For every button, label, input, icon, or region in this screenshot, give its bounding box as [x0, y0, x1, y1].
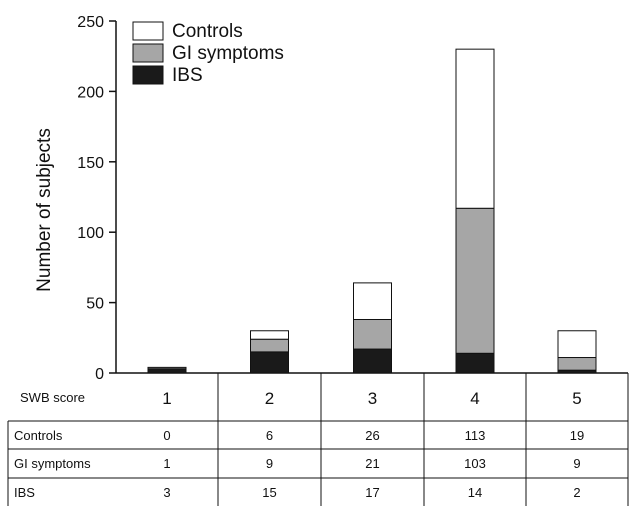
legend-label: IBS [172, 65, 203, 86]
table-row-label: IBS [14, 485, 35, 500]
bar-segment-controls [557, 330, 597, 359]
bar-segment-ibs [353, 348, 392, 374]
y-axis: 0 50 100 150 200 250 [77, 14, 628, 383]
legend-swatch [132, 21, 164, 41]
y-axis-title: Number of subjects [34, 128, 55, 292]
bar-segment-ibs [250, 351, 289, 374]
table-cell: 17 [365, 485, 379, 500]
table-cell: 113 [465, 428, 486, 443]
y-tick-label: 50 [86, 296, 104, 313]
legend-label: GI symptoms [172, 43, 284, 64]
x-tick-label: 5 [572, 389, 581, 408]
bar-segment-gi-symptoms [455, 207, 495, 354]
y-tick-label: 0 [95, 366, 104, 383]
table-cell: 1 [163, 456, 170, 471]
bar-segment-gi-symptoms [353, 318, 392, 350]
legend-swatch [132, 65, 164, 85]
legend-label: Controls [172, 21, 243, 42]
y-tick-label: 200 [77, 84, 104, 101]
x-tick-label: 4 [470, 389, 479, 408]
score-header-label: SWB score [20, 390, 85, 405]
bar-segment-ibs [147, 368, 187, 374]
y-tick-label: 100 [77, 225, 104, 242]
bars [147, 48, 597, 374]
table-cell: 103 [464, 456, 486, 471]
bar-segment-ibs [455, 352, 495, 374]
table-row-label: Controls [14, 428, 63, 443]
table-cell: 19 [570, 428, 584, 443]
table-cell: 0 [163, 428, 170, 443]
table-cell: 14 [468, 485, 482, 500]
table-cell: 21 [365, 456, 379, 471]
x-tick-label: 1 [162, 389, 171, 408]
bar-segment-gi-symptoms [147, 366, 187, 370]
bar-segment-controls [250, 330, 289, 340]
table-cell: 15 [262, 485, 276, 500]
legend-swatch [132, 43, 164, 63]
bar-segment-gi-symptoms [250, 338, 289, 353]
bar-segment-controls [353, 282, 392, 320]
table-cell: 9 [573, 456, 580, 471]
table-cell: 3 [163, 485, 170, 500]
y-tick-label: 250 [77, 14, 104, 31]
table-row-label: GI symptoms [14, 456, 91, 471]
table-cell: 9 [266, 456, 273, 471]
table-cell: 2 [573, 485, 580, 500]
y-tick-label: 150 [77, 155, 104, 172]
bar-segment-gi-symptoms [557, 357, 597, 371]
x-tick-label: 2 [265, 389, 274, 408]
table-cell: 26 [365, 428, 379, 443]
table-cell: 6 [266, 428, 273, 443]
bar-segment-controls [455, 48, 495, 209]
x-tick-label: 3 [368, 389, 377, 408]
